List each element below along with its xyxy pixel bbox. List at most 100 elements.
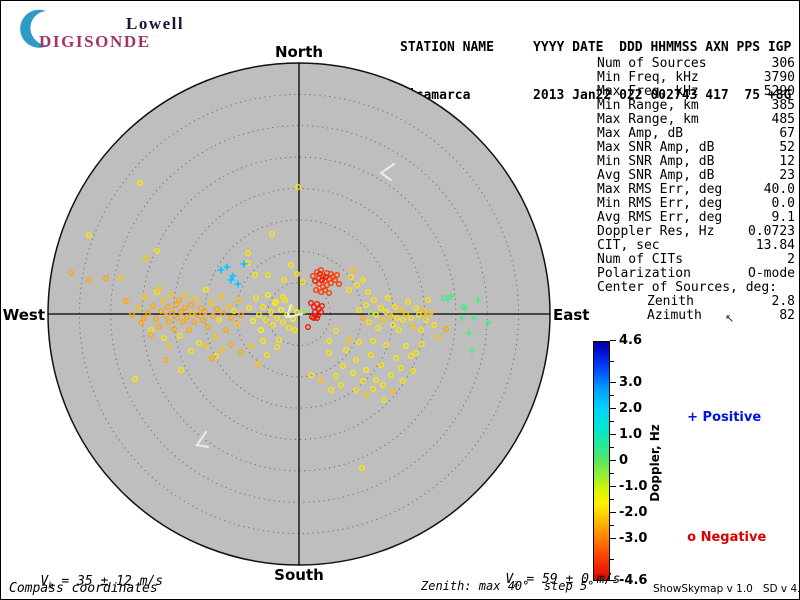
source-point-circle xyxy=(378,362,385,369)
source-point-circle xyxy=(338,382,345,389)
source-point-circle xyxy=(300,279,307,286)
source-point-circle xyxy=(194,312,201,319)
source-point-circle xyxy=(403,311,410,318)
source-point-circle xyxy=(353,387,360,394)
source-point-circle xyxy=(273,299,280,306)
source-point-circle xyxy=(162,357,169,364)
colorbar-minor-tick xyxy=(610,525,614,527)
source-point-plus xyxy=(227,276,235,284)
source-point-circle xyxy=(122,298,129,305)
stat-value: 306 xyxy=(771,56,795,71)
source-point-plus xyxy=(217,266,225,274)
stat-value: 9.1 xyxy=(771,210,795,225)
colorbar-major-tick xyxy=(610,340,616,341)
source-point-circle xyxy=(370,386,377,393)
circle-marker-icon: o xyxy=(687,530,697,545)
source-point-circle xyxy=(152,316,159,323)
stat-row: Azimuth 82 xyxy=(597,309,795,323)
source-point-circle xyxy=(431,322,438,329)
stat-row: Min RMS Err, deg 0.0 xyxy=(597,197,795,211)
source-point-circle xyxy=(190,319,197,326)
source-point-plus xyxy=(458,314,466,322)
source-point-circle xyxy=(195,340,202,347)
stat-label: Azimuth xyxy=(647,308,702,323)
source-point-circle xyxy=(149,303,156,310)
source-point-circle xyxy=(383,342,390,349)
source-point-plus xyxy=(465,329,473,337)
colorbar-tick-label: -1.0 xyxy=(619,479,648,495)
source-point-circle xyxy=(394,315,401,322)
source-point-circle xyxy=(413,305,420,312)
colorbar-minor-tick xyxy=(610,420,614,422)
source-point-circle xyxy=(147,332,154,339)
source-point-plus xyxy=(470,314,478,322)
source-point-circle xyxy=(393,355,400,362)
colorbar-tick-label: -3.0 xyxy=(619,531,648,547)
source-point-circle xyxy=(157,308,164,315)
source-point-circle xyxy=(333,373,340,380)
source-point-circle xyxy=(265,272,272,279)
source-point-circle xyxy=(346,337,353,344)
source-point-circle xyxy=(408,353,415,360)
colorbar-tick-label: 4.6 xyxy=(619,333,643,348)
source-point-plus xyxy=(484,319,492,327)
source-point-circle xyxy=(167,292,174,299)
source-point-circle xyxy=(187,302,194,309)
colorbar-tick-label: -2.0 xyxy=(619,505,648,521)
legend-positive-label: Positive xyxy=(698,410,762,425)
stat-row: Polarization O-mode xyxy=(597,267,795,281)
source-point-circle xyxy=(260,304,267,311)
source-point-circle xyxy=(419,341,426,348)
source-point-circle xyxy=(360,277,367,284)
source-point-circle xyxy=(383,309,390,316)
source-point-circle xyxy=(136,179,143,186)
source-point-circle xyxy=(408,315,415,322)
source-point-circle xyxy=(350,267,357,274)
source-point-plus xyxy=(234,280,242,288)
stat-label: Max Amp, dB xyxy=(597,126,684,141)
vertical-velocity-readout: Vz = 59 ± 0 m/s xyxy=(474,557,620,599)
source-point-circle xyxy=(428,309,435,316)
source-point-circle xyxy=(425,297,432,304)
source-point-circle xyxy=(312,309,319,316)
source-point-circle xyxy=(185,327,192,334)
compass-label-north: North xyxy=(274,43,324,61)
velocity-arrow-icon xyxy=(285,304,303,319)
colorbar-tick-label: -4.6 xyxy=(619,573,648,588)
stat-row: Num of Sources 306 xyxy=(597,57,795,71)
source-point-circle xyxy=(326,338,333,345)
stats-panel: Num of Sources 306 Min Freq, kHz 3790 Max Fr… xyxy=(597,57,795,323)
source-point-circle xyxy=(225,303,232,310)
source-point-circle xyxy=(435,334,442,341)
source-point-circle xyxy=(207,300,214,307)
source-point-circle xyxy=(441,295,448,302)
source-point-circle xyxy=(308,300,315,307)
source-point-circle xyxy=(201,309,208,316)
stat-label: Doppler Res, Hz xyxy=(597,224,715,239)
source-point-circle xyxy=(251,272,258,279)
colorbar-major-tick xyxy=(610,381,616,383)
source-point-circle xyxy=(405,299,412,306)
lowell-digisonde-logo: Lowell DIGISONDE xyxy=(20,9,183,51)
vz-subscript: z xyxy=(513,579,519,590)
source-point-circle xyxy=(416,312,423,319)
stat-value: 0.0723 xyxy=(748,224,795,239)
colorbar-tick-label: 3.0 xyxy=(619,374,643,390)
source-point-plus xyxy=(444,295,452,303)
source-point-circle xyxy=(117,275,124,282)
source-point-circle xyxy=(280,294,287,301)
stat-value: 40.0 xyxy=(763,182,795,197)
source-point-circle xyxy=(265,292,272,299)
source-point-circle xyxy=(218,347,225,354)
vh-symbol: V xyxy=(40,574,49,589)
source-point-circle xyxy=(363,367,370,374)
stat-value: 52 xyxy=(779,140,795,155)
source-point-circle xyxy=(363,392,370,399)
stat-value: 485 xyxy=(771,112,795,127)
stat-row: Min Freq, kHz 3790 xyxy=(597,71,795,85)
source-point-circle xyxy=(85,231,92,238)
source-point-circle xyxy=(326,290,333,297)
stat-row: CIT, sec 13.84 xyxy=(597,239,795,253)
velocity-arrow-icon xyxy=(195,431,209,448)
source-point-circle xyxy=(263,317,270,324)
